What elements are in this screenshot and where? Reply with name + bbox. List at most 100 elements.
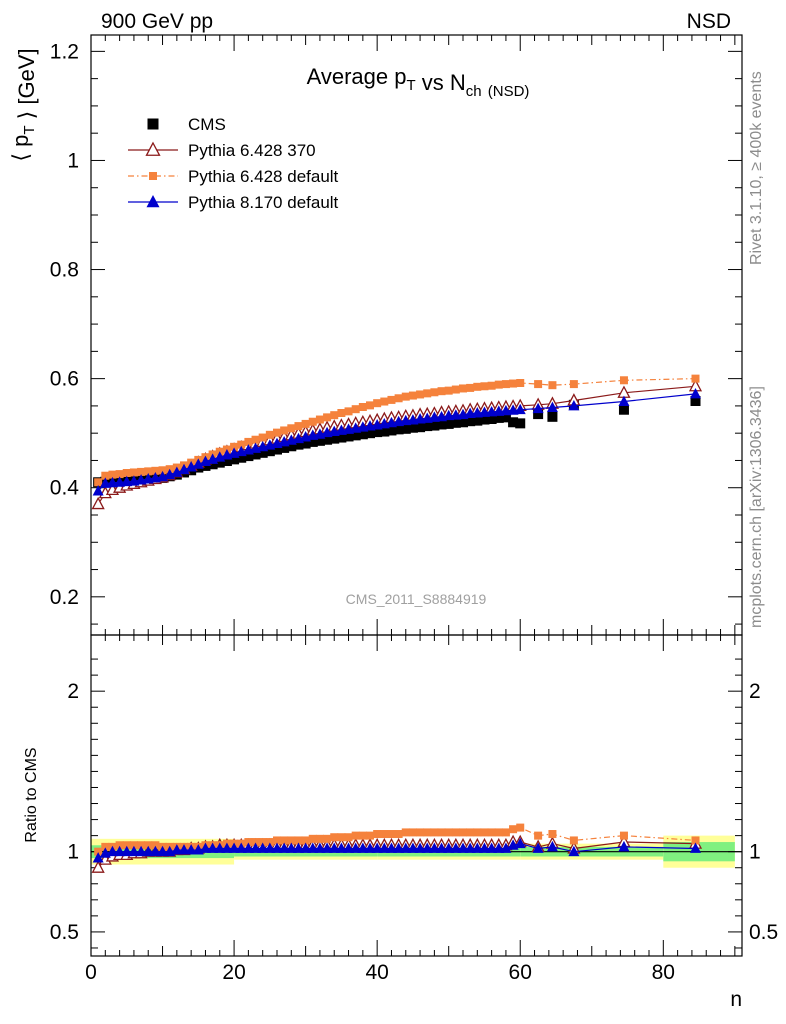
ratio-pythia-6-428-default-point: [548, 830, 557, 839]
ratio-pythia-6-428-default-point: [387, 830, 396, 839]
series-cms-point: [221, 456, 232, 466]
ratio-pythia-8-170-default-point: [264, 842, 276, 853]
ratio-pythia-8-170-default-point: [221, 842, 233, 853]
analysis-watermark: CMS_2011_S8884919: [346, 591, 487, 607]
legend-label-pythia-6-428-370: Pythia 6.428 370: [188, 141, 316, 160]
ratio-pythia-8-170-default-point: [371, 842, 383, 853]
series-pythia-6-428-default-point: [122, 469, 131, 477]
legend-label-cms: CMS: [188, 115, 226, 134]
series-cms-point: [357, 429, 368, 440]
ratio-y-tick-label-right: 2: [749, 680, 761, 703]
series-pythia-6-428-default-point: [101, 471, 110, 480]
series-pythia-6-428-default-point: [351, 405, 360, 414]
series-cms-point: [465, 416, 476, 427]
series-pythia-6-428-default-point: [151, 466, 160, 475]
ratio-pythia-8-170-default-point: [171, 844, 183, 855]
ratio-pythia-8-170-default-point: [690, 842, 701, 853]
series-cms-point: [422, 421, 433, 432]
series-pythia-6-428-default-point: [534, 380, 543, 389]
ratio-pythia-8-170-default-point: [568, 845, 580, 857]
series-cms-point: [415, 422, 426, 433]
series-cms-point: [443, 418, 454, 429]
series-cms-point: [329, 433, 340, 444]
ratio-pythia-6-428-default-point: [380, 830, 389, 839]
ratio-pythia-6-428-default-point: [287, 836, 296, 845]
series-pythia-6-428-default-point: [115, 470, 124, 479]
ratio-pythia-8-170-default-point: [300, 842, 312, 853]
ratio-pythia-6-428-default-point: [416, 828, 425, 837]
ratio-pythia-6-428-default-point: [494, 828, 503, 837]
axes: 0.20.40.60.811.20.5 0.51 12 20 20 40 60 80: [50, 35, 778, 984]
ratio-pythia-6-428-default-point: [408, 828, 417, 837]
ratio-pythia-8-170-default-point: [350, 842, 362, 853]
ratio-pythia-8-170-default-point: [157, 845, 169, 857]
ratio-pythia-8-170-default-point: [92, 852, 104, 863]
ratio-pythia-6-428-default-point: [323, 834, 332, 843]
x-tick-label: 20: [222, 961, 245, 984]
series-pythia-8-170-default-point: [92, 485, 104, 496]
series-cms-point: [407, 422, 418, 433]
ratio-pythia-6-428-default-point: [437, 828, 446, 837]
ratio-pythia-8-170-default-point: [414, 842, 426, 853]
ratio-pythia-6-428-default-point: [619, 831, 628, 840]
series-pythia-6-428-default-point: [244, 437, 253, 446]
y-tick-label: 1: [67, 149, 79, 172]
series-pythia-6-428-default-point: [416, 390, 425, 399]
ratio-pythia-6-428-default-point: [94, 847, 103, 856]
series-pythia-6-428-default-point: [548, 381, 557, 390]
series-pythia-6-428-default-point: [691, 374, 700, 383]
ratio-pythia-8-170-default-point: [178, 844, 190, 855]
ratio-pythia-6-428-370-point: [91, 860, 105, 873]
series-pythia-6-428-default-point: [619, 376, 628, 385]
series-pythia-6-428-default-point: [287, 424, 296, 433]
series-pythia-8-170-default-point: [618, 395, 630, 407]
series-cms-point: [214, 457, 225, 468]
series-pythia-6-428-default-point: [394, 394, 403, 403]
ratio-pythia-6-428-default-point: [509, 825, 518, 834]
ratio-pythia-6-428-default-point: [251, 838, 260, 847]
legend-label-pythia-8-170-default: Pythia 8.170 default: [188, 193, 339, 212]
series-cms-point: [472, 415, 483, 426]
ratio-pythia-8-170-default-point: [228, 842, 240, 853]
ratio-pythia-8-170-default-point: [618, 840, 630, 852]
ratio-pythia-8-170-default-point: [450, 842, 462, 853]
series-pythia-6-428-default-point: [301, 419, 310, 428]
series-cms-point: [314, 435, 325, 446]
series-cms-point: [450, 417, 461, 428]
ratio-y-tick-label: 1: [67, 841, 79, 864]
ratio-panel-frame: [90, 634, 743, 957]
series-pythia-8-170-default-point: [171, 466, 183, 477]
ratio-y-tick-label-right: 1: [749, 841, 761, 864]
process-label: NSD: [687, 10, 731, 33]
ratio-pythia-6-428-default-point: [129, 841, 138, 850]
ratio-pythia-8-170-default-point: [421, 842, 433, 853]
ratio-pythia-8-170-default-point: [436, 842, 448, 853]
ratio-pythia-6-428-default-point: [487, 828, 496, 837]
series-cms-point: [236, 452, 247, 463]
ratio-pythia-6-428-default-point: [308, 834, 317, 843]
ratio-pythia-6-428-default-point: [351, 831, 360, 840]
series-pythia-6-428-default-point: [401, 392, 410, 401]
series-pythia-8-170-default-point: [185, 461, 197, 472]
ratio-pythia-8-170-default-point: [385, 842, 397, 853]
ratio-pythia-8-170-default-point: [500, 842, 512, 853]
ratio-pythia-8-170-default-point: [493, 842, 505, 853]
series-cms-point: [250, 449, 261, 460]
ratio-pythia-6-428-default-point: [366, 831, 374, 840]
series-cms-point: [286, 441, 297, 452]
ratio-pythia-8-170-default-point: [128, 845, 140, 857]
ratio-pythia-8-170-default-point: [135, 845, 147, 857]
ratio-pythia-6-428-default-point: [358, 831, 367, 840]
series-pythia-6-428-default-point: [380, 397, 389, 406]
ratio-pythia-8-170-default-point: [149, 845, 161, 857]
series-pythia-6-428-default-point: [323, 413, 332, 422]
ratio-pythia-6-428-default-point: [423, 828, 432, 837]
ratio-pythia-8-170-default-point: [235, 842, 247, 853]
ratio-pythia-8-170-default-point: [486, 842, 498, 853]
ratio-pythia-8-170-default-point: [335, 842, 347, 853]
ratio-pythia-8-170-default-point: [478, 842, 490, 853]
ratio-pythia-8-170-default-point: [114, 845, 126, 857]
series-pythia-6-428-default-point: [437, 387, 446, 396]
series-cms-point: [243, 451, 254, 462]
